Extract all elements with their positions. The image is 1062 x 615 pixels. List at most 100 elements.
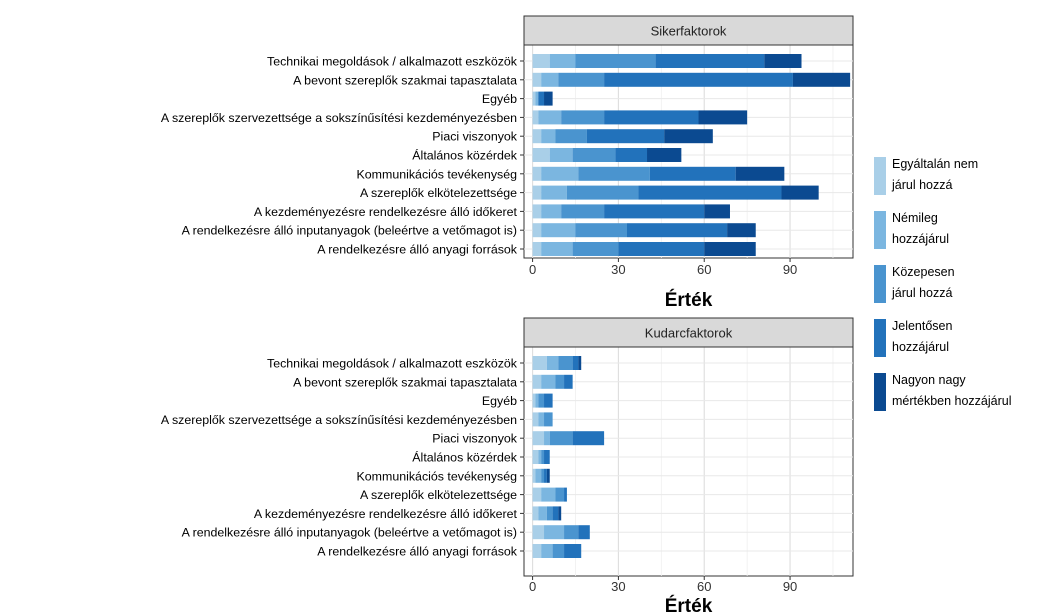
- x-tick-label: 60: [697, 262, 711, 277]
- bar-segment: [541, 468, 545, 483]
- category-label: A kezdeményezésre rendelkezésre álló idő…: [254, 205, 518, 219]
- bar-segment: [532, 185, 542, 200]
- bar-segment: [532, 91, 536, 106]
- bar-segment: [541, 129, 556, 144]
- bar-segment: [764, 54, 802, 68]
- x-tick-label: 60: [697, 579, 711, 594]
- category-label: Piaci viszonyok: [432, 432, 518, 446]
- legend-label: Némileg: [892, 211, 938, 225]
- bar-segment: [532, 525, 545, 540]
- bar-segment: [532, 72, 542, 87]
- bar-segment: [735, 166, 785, 181]
- bar-segment: [532, 431, 545, 446]
- bar-segment: [541, 450, 545, 464]
- category-label: Piaci viszonyok: [432, 130, 518, 144]
- bar-segment: [792, 72, 851, 87]
- bar-segment: [535, 91, 539, 106]
- category-label: A rendelkezésre álló inputanyagok (beleé…: [182, 224, 517, 238]
- bar-segment: [541, 487, 556, 502]
- bar-segment: [532, 450, 539, 464]
- category-label: Általános közérdek: [412, 450, 517, 465]
- x-tick-label: 90: [783, 579, 797, 594]
- bar-segment: [532, 223, 542, 238]
- bar-segment: [555, 374, 565, 389]
- bar-segment: [572, 431, 605, 446]
- bar-segment: [532, 129, 542, 144]
- bar-segment: [781, 185, 819, 200]
- bar-segment: [546, 506, 553, 521]
- bar-segment: [698, 110, 748, 125]
- bar-segment: [558, 506, 562, 521]
- bar-segment: [555, 129, 587, 144]
- bar-segment: [572, 356, 579, 370]
- legend-key: [874, 373, 886, 411]
- bar-segment: [572, 148, 616, 162]
- bar-segment: [538, 506, 547, 521]
- bar-segment: [704, 204, 730, 219]
- bar-segment: [541, 166, 579, 181]
- bar-segment: [544, 91, 553, 106]
- category-label: A bevont szereplők szakmai tapasztalata: [293, 375, 517, 389]
- bar-segment: [564, 525, 579, 540]
- bar-segment: [532, 166, 542, 181]
- bar-segment: [704, 242, 756, 256]
- bar-segment: [544, 431, 550, 446]
- x-tick-label: 30: [611, 262, 625, 277]
- legend-label: Egyáltalán nem: [892, 157, 978, 171]
- legend-key: [874, 319, 886, 357]
- bar-segment: [541, 185, 567, 200]
- category-label: Egyéb: [482, 92, 517, 106]
- bar-segment: [647, 148, 682, 162]
- facet-strip: [523, 15, 854, 46]
- bar-segment: [538, 110, 562, 125]
- category-label: A szereplők szervezettsége a sokszínűsít…: [161, 111, 517, 125]
- bar-segment: [532, 54, 550, 68]
- legend-label: járul hozzá: [891, 286, 952, 300]
- legend-key: [874, 157, 886, 195]
- bar-segment: [532, 506, 539, 521]
- bar-segment: [535, 393, 539, 408]
- bar-segment: [544, 450, 550, 464]
- legend-label: járul hozzá: [891, 178, 952, 192]
- legend: Egyáltalán nem járul hozzá Némileg hozzájár…: [874, 157, 1012, 411]
- bar-segment: [578, 525, 590, 540]
- bar-segment: [544, 468, 547, 483]
- category-label: A szereplők szervezettsége a sokszínűsít…: [161, 413, 517, 427]
- bar-segment: [544, 393, 553, 408]
- bar-segment: [575, 223, 627, 238]
- category-label: A szereplők elkötelezettsége: [360, 186, 517, 200]
- bar-segment: [532, 356, 547, 370]
- bar-segment: [615, 148, 648, 162]
- bar-segment: [541, 374, 556, 389]
- bar-segment: [618, 242, 705, 256]
- category-label: A szereplők elkötelezettsége: [360, 488, 517, 502]
- bar-segment: [541, 223, 576, 238]
- bar-segment: [549, 148, 573, 162]
- bar-segment: [655, 54, 765, 68]
- category-label: Egyéb: [482, 394, 517, 408]
- bar-segment: [541, 204, 562, 219]
- bar-segment: [572, 242, 619, 256]
- x-tick-label: 30: [611, 579, 625, 594]
- category-label: A rendelkezésre álló inputanyagok (beleé…: [182, 526, 517, 540]
- bar-segment: [532, 148, 550, 162]
- bar-segment: [564, 544, 582, 558]
- bar-segment: [532, 412, 539, 427]
- category-label: Technikai megoldások / alkalmazott eszkö…: [267, 357, 518, 371]
- category-label: A bevont szereplők szakmai tapasztalata: [293, 73, 517, 87]
- bar-segment: [538, 412, 545, 427]
- bar-segment: [561, 204, 605, 219]
- bar-segment: [552, 506, 559, 521]
- bar-segment: [532, 544, 542, 558]
- bar-segment: [604, 110, 699, 125]
- x-tick-label: 90: [783, 262, 797, 277]
- facet-strip: [523, 317, 854, 348]
- legend-key: [874, 211, 886, 249]
- facet-title: Kudarcfaktorok: [645, 326, 733, 341]
- legend-label: hozzájárul: [892, 340, 949, 354]
- x-tick-label: 0: [529, 262, 536, 277]
- category-label: A rendelkezésre álló anyagi források: [317, 243, 518, 257]
- bar-segment: [564, 487, 567, 502]
- legend-label: mértékben hozzájárul: [892, 394, 1012, 408]
- bar-segment: [532, 374, 542, 389]
